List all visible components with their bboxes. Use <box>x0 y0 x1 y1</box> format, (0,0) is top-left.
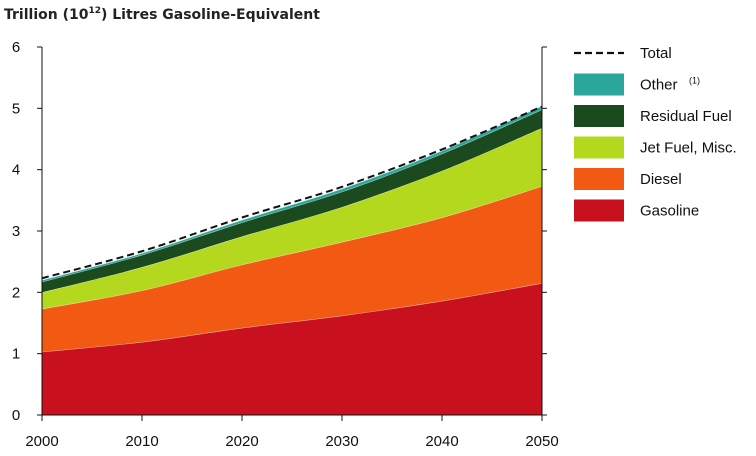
x-tick-label: 2000 <box>25 433 58 450</box>
legend-label-other: Other <box>640 77 678 94</box>
y-tick-label: 2 <box>12 284 20 301</box>
legend-label-diesel: Diesel <box>640 171 682 188</box>
x-tick-label: 2040 <box>425 433 458 450</box>
x-tick-label: 2050 <box>525 433 558 450</box>
area-gasoline <box>42 283 542 415</box>
area-diesel <box>42 186 542 352</box>
legend-footnote-marker: (1) <box>689 76 700 86</box>
chart-title: Trillion (1012) Litres Gasoline-Equivale… <box>4 6 320 23</box>
total-line <box>41 105 543 280</box>
legend-swatch-other <box>574 73 624 96</box>
legend-label-total: Total <box>640 45 672 62</box>
area-series-group <box>41 105 543 415</box>
y-tick-label: 5 <box>12 100 20 117</box>
legend: Total Other (1) Residual Fuel Jet Fuel, Misc… <box>574 45 737 222</box>
y-tick-label: 1 <box>12 346 20 363</box>
legend-swatch-gasoline <box>574 199 624 222</box>
legend-label-jet-fuel-misc: Jet Fuel, Misc. <box>640 140 737 157</box>
y-tick-label: 4 <box>12 162 20 179</box>
area-jet-fuel-misc <box>42 127 542 309</box>
x-tick-label: 2020 <box>225 433 258 450</box>
legend-label-gasoline: Gasoline <box>640 203 699 220</box>
legend-label-residual-fuel: Residual Fuel <box>640 108 732 125</box>
y-tick-label: 6 <box>12 39 20 56</box>
legend-swatch-jet-fuel-misc <box>574 136 624 159</box>
legend-swatch-diesel <box>574 168 624 190</box>
y-tick-label: 0 <box>12 407 20 424</box>
x-tick-label: 2030 <box>325 433 358 450</box>
legend-swatch-residual-fuel <box>574 105 624 127</box>
axes-group: 0 1 2 3 4 5 6 2000 2010 2020 2030 2040 2050 <box>12 39 559 450</box>
area-residual-fuel <box>42 109 542 293</box>
y-tick-label: 3 <box>12 223 20 240</box>
x-tick-label: 2010 <box>125 433 158 450</box>
